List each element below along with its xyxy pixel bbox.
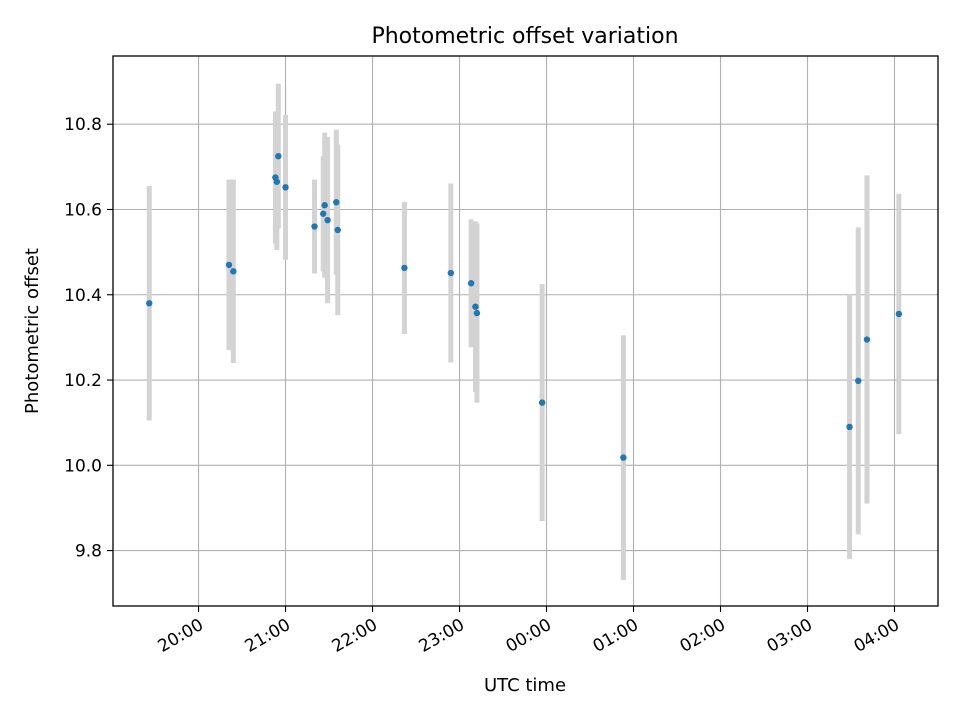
data-point: [320, 210, 327, 217]
y-tick-label: 10.6: [64, 200, 102, 220]
y-tick-label: 10.4: [64, 286, 102, 306]
data-point: [401, 264, 408, 272]
data-point: [467, 280, 475, 287]
data-point: [333, 199, 340, 206]
data-point: [321, 202, 328, 209]
y-tick-label: 10.2: [64, 371, 102, 391]
data-point: [311, 223, 318, 230]
data-point: [447, 269, 455, 277]
plot-frame: [112, 55, 939, 607]
y-axis-label: Photometric offset: [22, 248, 43, 414]
data-points: [146, 152, 903, 461]
data-point: [473, 309, 481, 317]
data-point: [324, 216, 331, 224]
data-point: [275, 152, 282, 160]
y-tick-label: 10.0: [64, 456, 102, 476]
y-axis-ticks: 9.8 10.0 10.2 10.4 10.6 10.8: [64, 115, 113, 562]
data-point: [472, 303, 479, 310]
plot-area: [113, 56, 938, 606]
data-point: [538, 399, 546, 406]
data-point: [895, 310, 903, 318]
chart-title: Photometric offset variation: [371, 24, 678, 49]
data-point: [863, 336, 871, 343]
data-point: [855, 377, 862, 385]
data-point: [334, 226, 341, 234]
x-axis-label: UTC time: [484, 675, 566, 696]
data-point: [620, 454, 627, 461]
data-point: [282, 184, 289, 191]
grid: [113, 56, 938, 606]
data-point: [230, 268, 237, 275]
y-tick-label: 9.8: [75, 542, 102, 562]
y-tick-label: 10.8: [64, 115, 102, 135]
data-point: [225, 261, 233, 269]
data-point: [846, 423, 853, 431]
data-point: [273, 178, 281, 185]
data-point: [146, 300, 153, 307]
